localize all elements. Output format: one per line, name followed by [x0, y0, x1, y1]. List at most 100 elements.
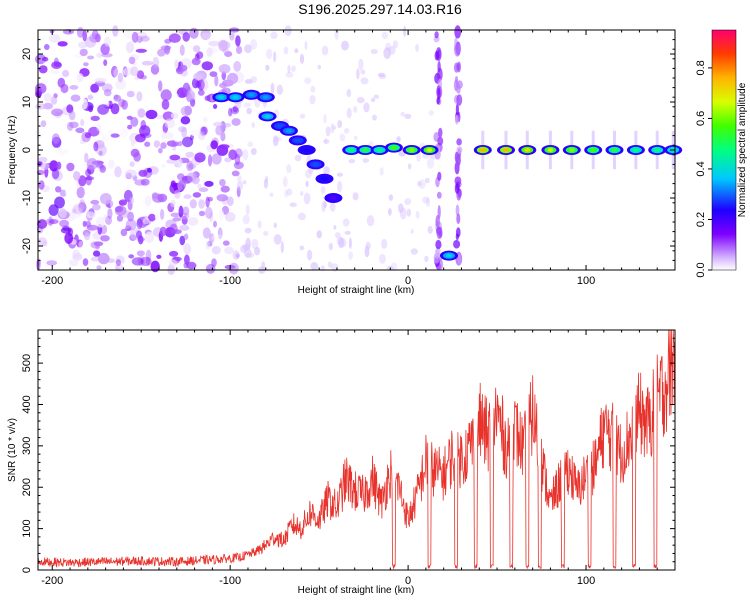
y-tick-label: -20 [21, 238, 33, 254]
noise-blob [219, 179, 226, 187]
noise-streak [454, 25, 462, 39]
noise-blob [103, 214, 108, 221]
snr-y-label: SNR (10 * v/v) [7, 418, 18, 482]
noise-blob [118, 199, 128, 206]
noise-blob [325, 126, 331, 137]
noise-blob [208, 233, 215, 244]
noise-blob [336, 172, 343, 177]
noise-blob [245, 204, 250, 216]
noise-blob [228, 107, 233, 117]
noise-blob [52, 170, 63, 182]
noise-blob [118, 98, 126, 108]
noise-blob [174, 93, 179, 98]
noise-blob [331, 125, 337, 130]
noise-blob [201, 78, 209, 91]
noise-blob [273, 51, 277, 63]
noise-blob [142, 217, 150, 225]
feature-core [426, 148, 433, 152]
noise-blob [242, 243, 251, 251]
noise-blob [152, 56, 160, 69]
noise-blob [201, 61, 213, 71]
noise-blob [50, 45, 56, 56]
colorbar-tick-label: 0.4 [695, 161, 707, 176]
noise-blob [179, 44, 185, 56]
noise-blob [204, 95, 211, 101]
noise-blob [90, 115, 100, 121]
noise-blob [66, 162, 75, 172]
x-tick-label: 0 [405, 275, 411, 287]
noise-blob [97, 104, 109, 115]
noise-blob [37, 237, 48, 247]
y-tick-label: 200 [21, 478, 33, 496]
noise-streak [437, 87, 441, 100]
noise-blob [266, 48, 273, 60]
x-tick-label: -200 [41, 575, 63, 587]
noise-blob [381, 31, 388, 40]
feature-core [248, 93, 255, 97]
noise-blob [186, 261, 197, 270]
y-tick-label: 400 [21, 395, 33, 413]
noise-blob [136, 250, 145, 257]
noise-blob [218, 144, 230, 149]
y-tick-label: 20 [21, 48, 33, 60]
noise-blob [140, 256, 152, 267]
spectrogram-x-ticks: -200 -100 0 100 [41, 30, 676, 287]
noise-blob [426, 157, 435, 169]
noise-streak [438, 127, 443, 138]
noise-blob [236, 186, 241, 198]
noise-blob [276, 84, 284, 96]
noise-blob [84, 232, 91, 241]
noise-blob [284, 189, 289, 198]
noise-blob [126, 115, 133, 120]
noise-blob [126, 90, 135, 98]
noise-blob [203, 116, 208, 123]
noise-blob [40, 185, 50, 193]
noise-blob [140, 35, 150, 42]
noise-streak [457, 61, 461, 73]
noise-blob [404, 113, 412, 119]
noise-blob [322, 139, 330, 144]
noise-blob [156, 254, 162, 259]
noise-blob [51, 108, 64, 117]
noise-blob [129, 197, 135, 204]
noise-blob [365, 241, 371, 250]
colorbar-tick-label: 0.6 [695, 111, 707, 126]
snr-x-label: Height of straight line (km) [298, 585, 415, 596]
noise-blob [224, 246, 234, 255]
feature-core [232, 95, 239, 99]
noise-blob [284, 25, 292, 37]
noise-blob [79, 48, 88, 57]
noise-blob [205, 196, 210, 208]
noise-blob [70, 94, 81, 102]
noise-blob [157, 193, 168, 203]
noise-blob [158, 80, 163, 92]
snr-plot-content [37, 329, 676, 570]
y-tick-label: 0 [21, 147, 33, 153]
noise-blob [40, 120, 47, 128]
noise-blob [250, 148, 257, 155]
noise-blob [108, 159, 115, 169]
noise-blob [198, 199, 205, 209]
noise-blob [75, 127, 85, 134]
feature-core [303, 148, 310, 152]
noise-blob [328, 242, 333, 251]
noise-blob [196, 51, 204, 59]
noise-blob [416, 151, 421, 162]
noise-blob [373, 94, 379, 99]
noise-blob [115, 255, 125, 265]
noise-blob [297, 212, 306, 221]
spectrogram-content [35, 25, 683, 276]
noise-blob [299, 113, 306, 119]
noise-blob [154, 214, 160, 220]
noise-blob [136, 91, 143, 102]
noise-blob [424, 177, 430, 184]
noise-blob [51, 133, 60, 144]
noise-blob [101, 53, 113, 58]
snr-series-line [37, 329, 676, 570]
noise-blob [202, 227, 211, 239]
noise-blob [159, 226, 167, 237]
noise-blob [54, 196, 65, 209]
noise-blob [114, 94, 119, 100]
noise-blob [86, 211, 95, 219]
noise-blob [372, 114, 377, 121]
